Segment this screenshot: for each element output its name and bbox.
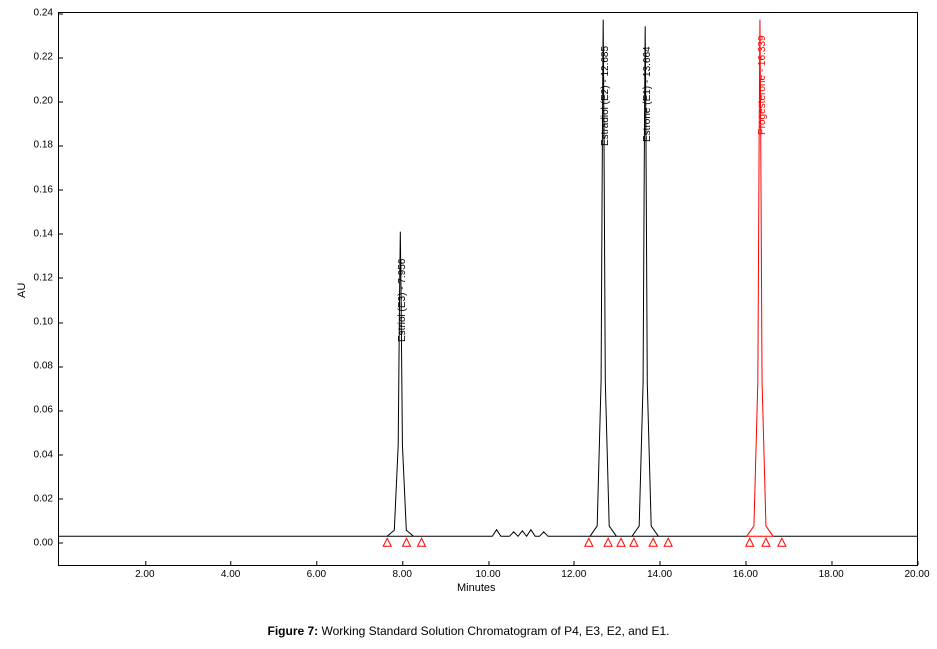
y-tick: 0.02: [34, 493, 59, 504]
x-tick: 2.00: [135, 565, 154, 580]
x-tick: 12.00: [561, 565, 586, 580]
y-tick: 0.00: [34, 537, 59, 548]
y-tick: 0.24: [34, 8, 59, 19]
y-tick: 0.06: [34, 405, 59, 416]
chromatogram-figure: 0.00 0.02 0.04 0.06 0.08 0.10 0.12 0.14 0.16 0.18…: [0, 0, 937, 649]
y-tick: 0.20: [34, 96, 59, 107]
y-tick: 0.16: [34, 184, 59, 195]
x-tick: 14.00: [647, 565, 672, 580]
x-tick: 4.00: [221, 565, 240, 580]
y-tick: 0.18: [34, 140, 59, 151]
peak-label: Estradiol (E2) - 12.685: [600, 46, 611, 146]
caption-text: Working Standard Solution Chromatogram o…: [318, 624, 669, 638]
figure-caption: Figure 7: Working Standard Solution Chro…: [0, 624, 937, 638]
peak-label: Estrone (E1) - 13.664: [642, 46, 653, 142]
y-axis-label: AU: [16, 283, 28, 298]
x-tick: 16.00: [733, 565, 758, 580]
x-tick: 6.00: [307, 565, 326, 580]
caption-prefix: Figure 7:: [268, 624, 319, 638]
y-tick: 0.12: [34, 272, 59, 283]
y-tick: 0.08: [34, 361, 59, 372]
y-tick: 0.14: [34, 228, 59, 239]
plot-area: 0.000.020.040.060.080.100.120.140.160.18…: [58, 12, 918, 566]
x-tick: 8.00: [392, 565, 411, 580]
x-axis-label: Minutes: [457, 582, 496, 594]
x-tick: 20.00: [904, 565, 929, 580]
x-tick: 18.00: [819, 565, 844, 580]
peak-label: Estriol (E3) - 7.956: [397, 258, 408, 341]
peak-label: Progesterone - 16.339: [757, 36, 768, 136]
chromatogram-svg: [59, 13, 917, 565]
y-tick: 0.04: [34, 449, 59, 460]
y-tick: 0.22: [34, 52, 59, 63]
y-tick: 0.10: [34, 317, 59, 328]
x-tick: 10.00: [475, 565, 500, 580]
